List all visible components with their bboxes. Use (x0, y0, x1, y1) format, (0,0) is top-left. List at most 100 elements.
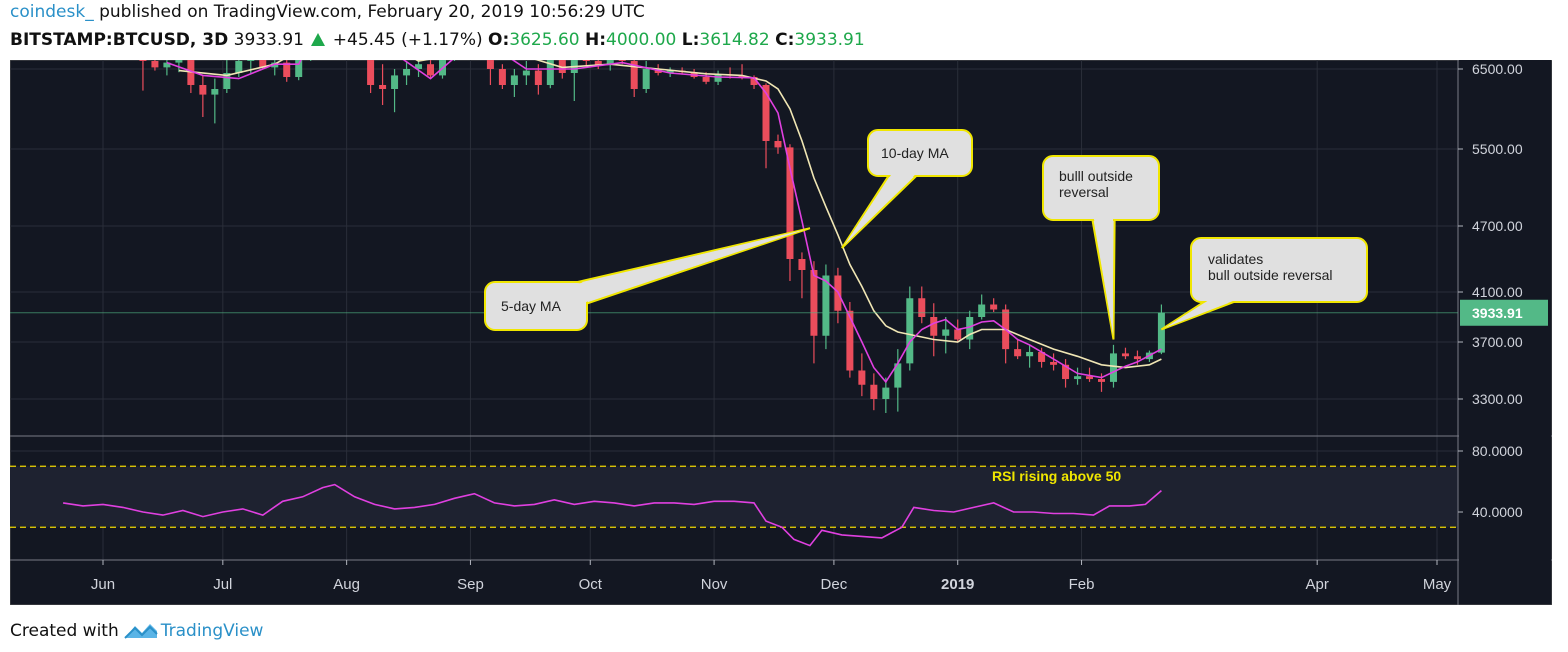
candle-body (1062, 364, 1070, 380)
rsi-annotation-label: RSI rising above 50 (992, 468, 1121, 484)
last-price: 3933.91 (233, 30, 304, 50)
tradingview-brand[interactable]: TradingView (160, 621, 264, 641)
rsi-series (62, 483, 1162, 547)
candle (1062, 359, 1070, 388)
candle (990, 298, 998, 312)
candle (954, 319, 962, 342)
close-value: 3933.91 (794, 30, 865, 50)
candle-body (139, 60, 147, 61)
candle (1074, 367, 1082, 385)
candle (642, 61, 650, 93)
candle-body (762, 85, 770, 141)
price-chart[interactable]: 6500.00 5500.00 4700.00 4100.00 3700.00 3300.… (10, 60, 1552, 605)
candle-body (618, 60, 626, 61)
candle (1050, 353, 1058, 371)
last-price-label: 3933.91 (1472, 305, 1523, 321)
candle-body (1109, 353, 1117, 382)
price-tick-label: 5500.00 (1472, 141, 1523, 157)
rsi-line (62, 483, 1162, 547)
price-tick-label: 4700.00 (1472, 218, 1523, 234)
candle-body (582, 60, 590, 61)
candle (403, 61, 411, 85)
candle (714, 70, 722, 85)
candle (846, 302, 854, 378)
candle (606, 60, 614, 71)
candle-body (822, 275, 830, 336)
candle-body (1026, 351, 1034, 357)
candle-body (702, 77, 710, 82)
candle (546, 60, 554, 89)
candle-body (942, 329, 950, 336)
candle (978, 294, 986, 320)
price-change: +45.45 (+1.17%) (332, 30, 483, 50)
low-value: 3614.82 (699, 30, 770, 50)
candle-body (498, 69, 506, 85)
time-tick-label: Feb (1069, 576, 1095, 593)
candle (498, 64, 506, 89)
candle (882, 377, 890, 413)
up-arrow-icon (311, 33, 326, 46)
candle-body (367, 60, 375, 85)
high-value: 4000.00 (606, 30, 677, 50)
candle (858, 353, 866, 397)
candle-body (714, 74, 722, 82)
moving-averages (166, 60, 1162, 384)
time-tick-label: 2019 (941, 576, 974, 593)
time-tick-label: Dec (821, 576, 848, 593)
time-tick-label: Jul (213, 576, 232, 593)
candle (139, 60, 147, 91)
candle-body (750, 77, 758, 85)
tradingview-logo-icon (124, 624, 158, 639)
candle-body (894, 363, 902, 388)
footer: Created with TradingView (10, 621, 263, 641)
candle (510, 69, 518, 97)
callout-10-day-ma: 10-day MA (841, 129, 973, 249)
candle-body (295, 60, 303, 77)
candle-body (522, 70, 530, 76)
publisher-name[interactable]: coindesk_ (10, 2, 94, 22)
candle (774, 134, 782, 154)
candle-body (223, 73, 231, 89)
candle-body (666, 70, 674, 73)
candle-body (1121, 353, 1129, 357)
candle-body (379, 85, 387, 89)
candle-body (283, 62, 291, 77)
candle (582, 60, 590, 65)
price-axis-background (1459, 60, 1551, 604)
candle-body (486, 60, 494, 69)
candle (1014, 339, 1022, 360)
candle (379, 64, 387, 105)
candle (522, 61, 530, 85)
time-tick-label: Oct (579, 576, 603, 593)
candle (798, 252, 806, 299)
candle-body (1086, 376, 1094, 380)
candle-body (594, 61, 602, 65)
time-tick-label: Apr (1306, 576, 1329, 593)
candle-body (858, 370, 866, 385)
callout-pointer-fill (1089, 187, 1114, 336)
candle-body (534, 70, 542, 85)
candle-body (558, 60, 566, 73)
rsi-band-fill (10, 466, 1458, 528)
price-tick-label: 3700.00 (1472, 334, 1523, 350)
candle-body (163, 62, 171, 68)
candle (762, 83, 770, 169)
candle-body (403, 69, 411, 76)
candle (894, 349, 902, 412)
annotations: 10-day MA bulll outsidereversalvalidatesb… (484, 129, 1368, 484)
candle (870, 373, 878, 411)
candle (558, 60, 566, 79)
candle-body (906, 298, 914, 364)
open-label: O: (488, 30, 510, 50)
candle-body (630, 61, 638, 89)
created-with-text: Created with (10, 621, 119, 641)
candle-body (391, 75, 399, 89)
rsi-tick-label: 80.0000 (1472, 443, 1523, 459)
candle (283, 60, 291, 82)
time-tick-label: Sep (457, 576, 484, 593)
candle-body (930, 317, 938, 336)
candle (486, 60, 494, 85)
candle-body (415, 64, 423, 69)
